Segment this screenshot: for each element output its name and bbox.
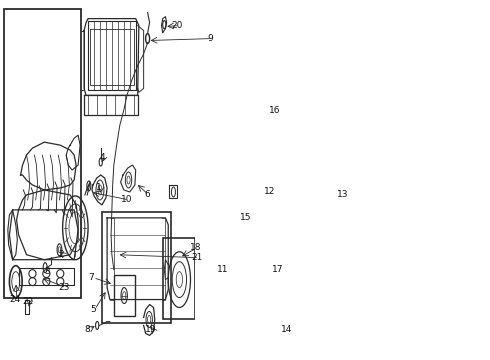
Text: 16: 16 (269, 106, 280, 115)
Text: 11: 11 (217, 265, 229, 274)
Text: 5: 5 (90, 305, 96, 314)
Text: 19: 19 (145, 325, 156, 334)
Text: 18: 18 (190, 243, 201, 252)
Text: 13: 13 (337, 190, 349, 199)
Text: 6: 6 (144, 190, 149, 199)
Text: 7: 7 (88, 273, 94, 282)
Text: 14: 14 (281, 325, 292, 334)
Text: 12: 12 (264, 188, 275, 197)
Text: 21: 21 (192, 253, 203, 262)
Text: 3: 3 (45, 267, 50, 276)
Text: 9: 9 (207, 34, 213, 43)
Text: 10: 10 (121, 195, 133, 204)
Text: 1: 1 (97, 184, 102, 193)
Text: 23: 23 (58, 283, 70, 292)
Bar (4, 9, 81, 298)
Text: 24: 24 (9, 295, 21, 304)
Text: 22: 22 (22, 297, 33, 306)
Bar (163, 238, 195, 319)
Bar (102, 212, 172, 323)
Text: 4: 4 (99, 153, 105, 162)
Text: 15: 15 (240, 213, 252, 222)
Bar (222, 195, 257, 312)
Bar (114, 275, 134, 316)
Text: 8: 8 (84, 325, 90, 334)
Text: 17: 17 (272, 265, 284, 274)
Text: 20: 20 (172, 21, 183, 30)
Text: 2: 2 (59, 250, 64, 259)
